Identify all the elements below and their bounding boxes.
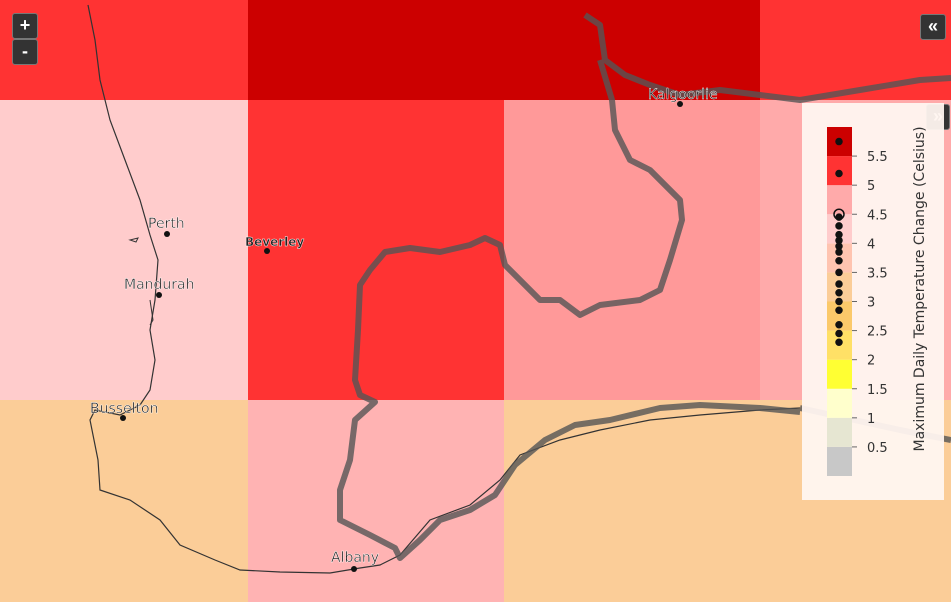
legend-marker — [835, 338, 843, 346]
legend-title: Maximum Daily Temperature Change (Celsiu… — [912, 126, 928, 451]
place-label: Busselton — [90, 401, 159, 417]
legend-marker — [835, 169, 843, 178]
legend-marker — [835, 297, 843, 306]
coastline — [128, 237, 154, 326]
place-label: Beverley — [245, 235, 304, 249]
grid-cell — [248, 0, 504, 100]
place-label: Kalgoorlie — [648, 87, 718, 103]
legend-marker — [835, 329, 843, 338]
grid-cell — [504, 100, 760, 400]
grid-cell — [504, 400, 760, 602]
grid-cell — [504, 0, 760, 100]
legend-tick-label: 5 — [867, 179, 875, 194]
collapse-button[interactable]: « — [920, 14, 946, 40]
place-dot — [164, 231, 170, 237]
legend-marker — [835, 257, 843, 265]
legend-marker — [835, 321, 843, 329]
zoom-out-button[interactable]: - — [12, 39, 38, 65]
place-dot — [677, 101, 683, 107]
legend-tick-label: 4.5 — [867, 208, 888, 223]
legend-marker — [835, 213, 843, 221]
place-dot — [156, 292, 162, 298]
grid-cell — [0, 400, 248, 602]
legend-color-bin — [827, 417, 852, 447]
legend-tick-label: 3 — [867, 296, 875, 311]
legend-color-bin — [827, 359, 852, 389]
legend-tick-label: 2.5 — [867, 325, 888, 340]
legend-color-bin — [827, 388, 852, 418]
legend-tick-label: 1.5 — [867, 383, 888, 398]
grid-cell — [0, 0, 248, 100]
legend-tick-label: 2 — [867, 354, 875, 369]
legend-marker — [835, 222, 843, 230]
grid-cell — [248, 400, 504, 602]
grid-cell — [248, 100, 504, 400]
legend-tick-label: 1 — [867, 412, 875, 427]
place-label: Mandurah — [124, 277, 195, 293]
legend-marker — [835, 248, 843, 256]
legend-marker — [835, 289, 843, 297]
legend-tick-label: 0.5 — [867, 441, 888, 456]
place-dot — [264, 248, 270, 254]
coastline — [87, 4, 801, 574]
grid-cell — [0, 100, 248, 400]
legend-tick-label: 4 — [867, 237, 875, 252]
place-dot — [351, 566, 357, 572]
legend-marker — [835, 137, 843, 146]
legend: Maximum Daily Temperature Change (Celsiu… — [802, 103, 944, 500]
legend-marker — [835, 280, 843, 288]
legend-color-bin — [827, 446, 852, 476]
place-label: Perth — [148, 216, 185, 232]
legend-tick-label: 3.5 — [867, 266, 888, 281]
place-label: Albany — [331, 550, 379, 566]
legend-tick-label: 5.5 — [867, 150, 888, 165]
legend-marker — [835, 306, 843, 314]
zoom-in-button[interactable]: + — [12, 13, 38, 39]
place-dot — [120, 415, 126, 421]
grid-cell — [760, 0, 951, 100]
legend-marker — [835, 268, 843, 277]
